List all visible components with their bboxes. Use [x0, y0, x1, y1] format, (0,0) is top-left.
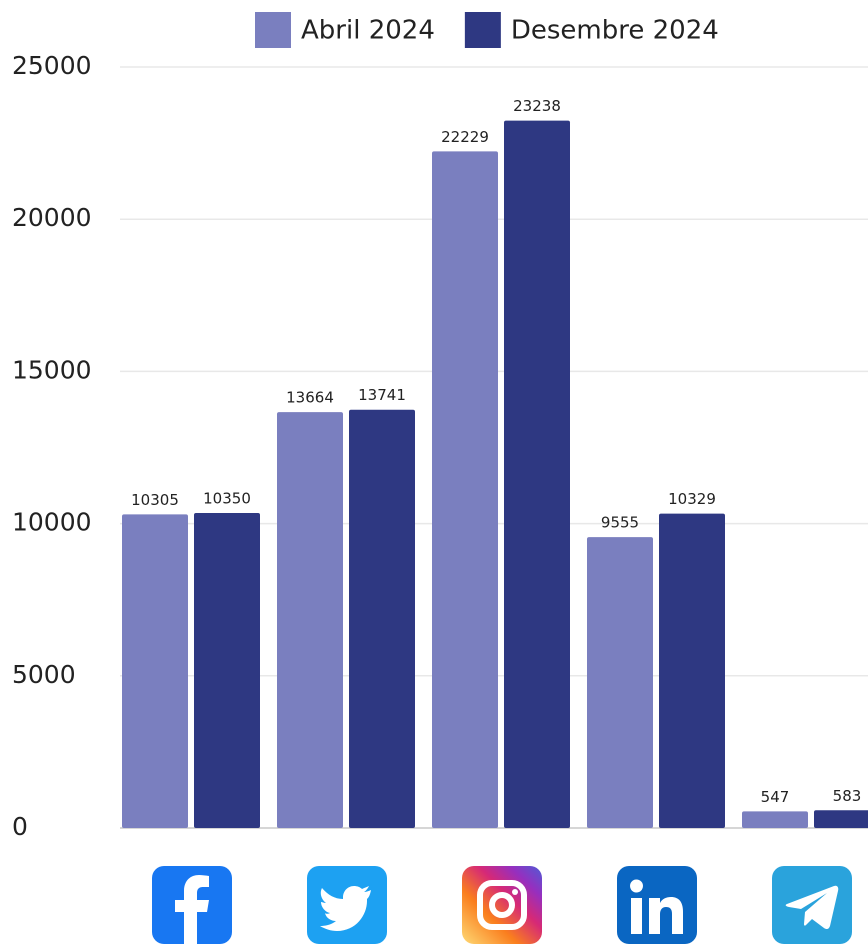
value-label: 23238: [513, 97, 561, 115]
value-label: 10329: [668, 490, 716, 508]
y-tick-label: 0: [12, 812, 28, 841]
facebook-icon: [152, 866, 232, 944]
y-tick-label: 10000: [12, 508, 92, 537]
legend-label: Desembre 2024: [511, 16, 719, 46]
value-label: 13664: [286, 389, 334, 407]
bar: [432, 151, 498, 828]
bar: [122, 514, 188, 828]
value-label: 13741: [358, 386, 406, 404]
y-tick-label: 20000: [12, 203, 92, 232]
linkedin-icon: [617, 866, 697, 944]
value-label: 22229: [441, 128, 489, 146]
y-tick-label: 15000: [12, 355, 92, 384]
value-label: 583: [833, 787, 862, 805]
bar: [349, 409, 415, 828]
y-tick-label: 5000: [12, 660, 76, 689]
legend-swatch: [464, 12, 501, 48]
twitter-icon: [307, 866, 387, 944]
legend-label: Abril 2024: [301, 16, 435, 46]
legend-swatch: [255, 12, 291, 48]
bar: [194, 512, 260, 828]
instagram-icon: [462, 866, 542, 944]
value-label: 10350: [203, 489, 251, 507]
bar: [814, 810, 868, 828]
bar: [504, 120, 570, 829]
value-label: 10305: [131, 491, 179, 509]
bar: [587, 537, 653, 828]
y-tick-label: 25000: [12, 51, 92, 80]
telegram-icon: [772, 866, 852, 944]
value-label: 547: [761, 788, 790, 806]
bar: [659, 513, 725, 828]
value-label: 9555: [601, 514, 639, 532]
bar: [277, 412, 343, 828]
category-icons: [152, 866, 852, 944]
bar: [742, 811, 808, 828]
